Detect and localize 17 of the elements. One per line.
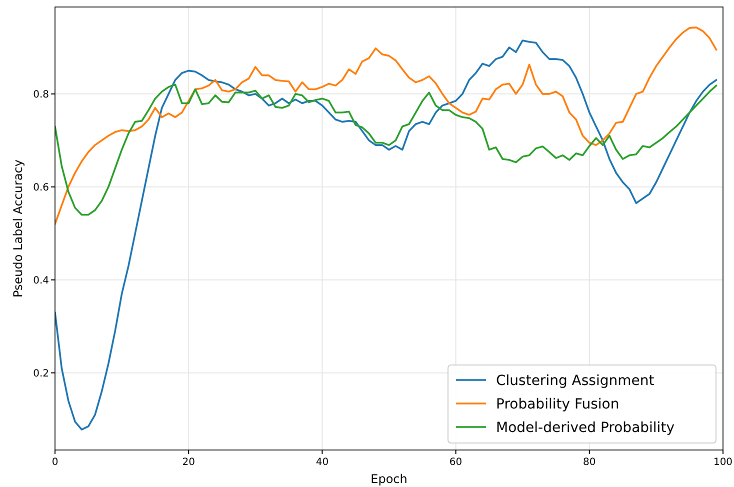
- x-tick-label: 100: [713, 457, 733, 468]
- x-tick-label: 20: [182, 457, 195, 468]
- y-tick-label: 0.6: [33, 182, 49, 194]
- line-series: [55, 84, 718, 216]
- y-tick-label: 0.2: [33, 368, 49, 380]
- legend-label: Model-derived Probability: [496, 420, 674, 436]
- x-tick-label: 0: [52, 457, 58, 468]
- y-tick-label: 0.4: [33, 275, 49, 286]
- x-tick-label: 40: [316, 457, 329, 468]
- x-axis-title: Epoch: [370, 472, 408, 486]
- y-tick-label: 0.8: [33, 89, 49, 100]
- line-series: [55, 26, 718, 225]
- legend-label: Clustering Assignment: [496, 372, 655, 389]
- x-tick-label: 80: [583, 457, 596, 468]
- legend-label: Probability Fusion: [496, 396, 620, 412]
- x-tick-label: 60: [449, 457, 462, 468]
- y-axis-title: Pseudo Label Accuracy: [11, 159, 25, 298]
